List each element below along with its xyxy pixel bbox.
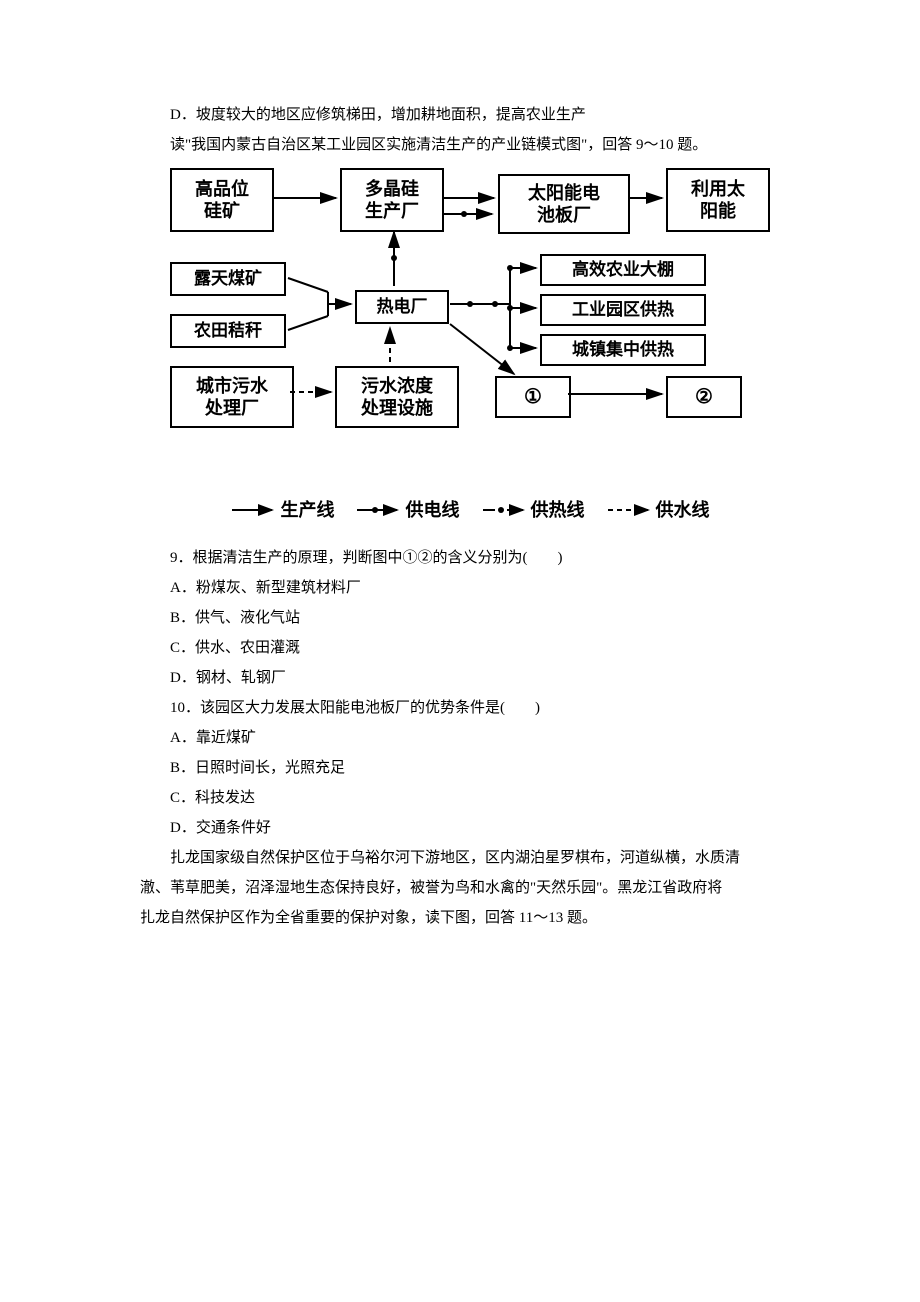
q9-opt-b: B．供气、液化气站: [140, 603, 800, 633]
passage-11-line1: 扎龙国家级自然保护区位于乌裕尔河下游地区，区内湖泊星罗棋布，河道纵横，水质清: [140, 843, 800, 873]
q9-opt-c: C．供水、农田灌溉: [140, 633, 800, 663]
diagram-legend: 生产线 供电线 供热线 供水线: [140, 492, 800, 529]
box-greenhouse: 高效农业大棚: [540, 254, 706, 286]
passage-11-line3: 扎龙自然保护区作为全省重要的保护对象，读下图，回答 11～13 题。: [140, 903, 800, 933]
box-town-heating: 城镇集中供热: [540, 334, 706, 366]
q9-stem: 9．根据清洁生产的原理，判断图中①②的含义分别为( ): [140, 543, 800, 573]
legend-water: 供水线: [606, 492, 710, 528]
box-solar-panel-plant: 太阳能电池板厂: [498, 174, 630, 234]
box-use-solar: 利用太阳能: [666, 168, 770, 232]
intro-9-10: 读"我国内蒙古自治区某工业园区实施清洁生产的产业链模式图"，回答 9～10 题。: [140, 130, 800, 160]
box-silicon-ore: 高品位硅矿: [170, 168, 274, 232]
diagram-container: 高品位硅矿 多晶硅生产厂 太阳能电池板厂 利用太阳能 露天煤矿 农田秸秆 热电厂…: [140, 168, 800, 488]
box-node-2: ②: [666, 376, 742, 418]
box-node-1: ①: [495, 376, 571, 418]
box-straw: 农田秸秆: [170, 314, 286, 348]
q10-opt-a: A．靠近煤矿: [140, 723, 800, 753]
q10-stem: 10．该园区大力发展太阳能电池板厂的优势条件是( ): [140, 693, 800, 723]
q10-opt-d: D．交通条件好: [140, 813, 800, 843]
box-coal-mine: 露天煤矿: [170, 262, 286, 296]
q10-opt-b: B．日照时间长，光照充足: [140, 753, 800, 783]
legend-heat: 供热线: [481, 492, 585, 528]
box-thermal-plant: 热电厂: [355, 290, 449, 324]
flow-diagram: 高品位硅矿 多晶硅生产厂 太阳能电池板厂 利用太阳能 露天煤矿 农田秸秆 热电厂…: [160, 168, 780, 488]
q9-opt-a: A．粉煤灰、新型建筑材料厂: [140, 573, 800, 603]
q10-opt-c: C．科技发达: [140, 783, 800, 813]
page-content: D．坡度较大的地区应修筑梯田，增加耕地面积，提高农业生产 读"我国内蒙古自治区某…: [0, 0, 920, 993]
box-sewage-facility: 污水浓度处理设施: [335, 366, 459, 428]
passage-11-line2: 澈、苇草肥美，沼泽湿地生态保持良好，被誉为鸟和水禽的"天然乐园"。黑龙江省政府将: [140, 873, 800, 903]
legend-power: 供电线: [355, 492, 459, 528]
box-city-sewage: 城市污水处理厂: [170, 366, 294, 428]
q9-opt-d: D．钢材、轧钢厂: [140, 663, 800, 693]
prev-question-opt-d: D．坡度较大的地区应修筑梯田，增加耕地面积，提高农业生产: [140, 100, 800, 130]
box-polysilicon-plant: 多晶硅生产厂: [340, 168, 444, 232]
legend-production: 生产线: [230, 492, 334, 528]
box-park-heating: 工业园区供热: [540, 294, 706, 326]
